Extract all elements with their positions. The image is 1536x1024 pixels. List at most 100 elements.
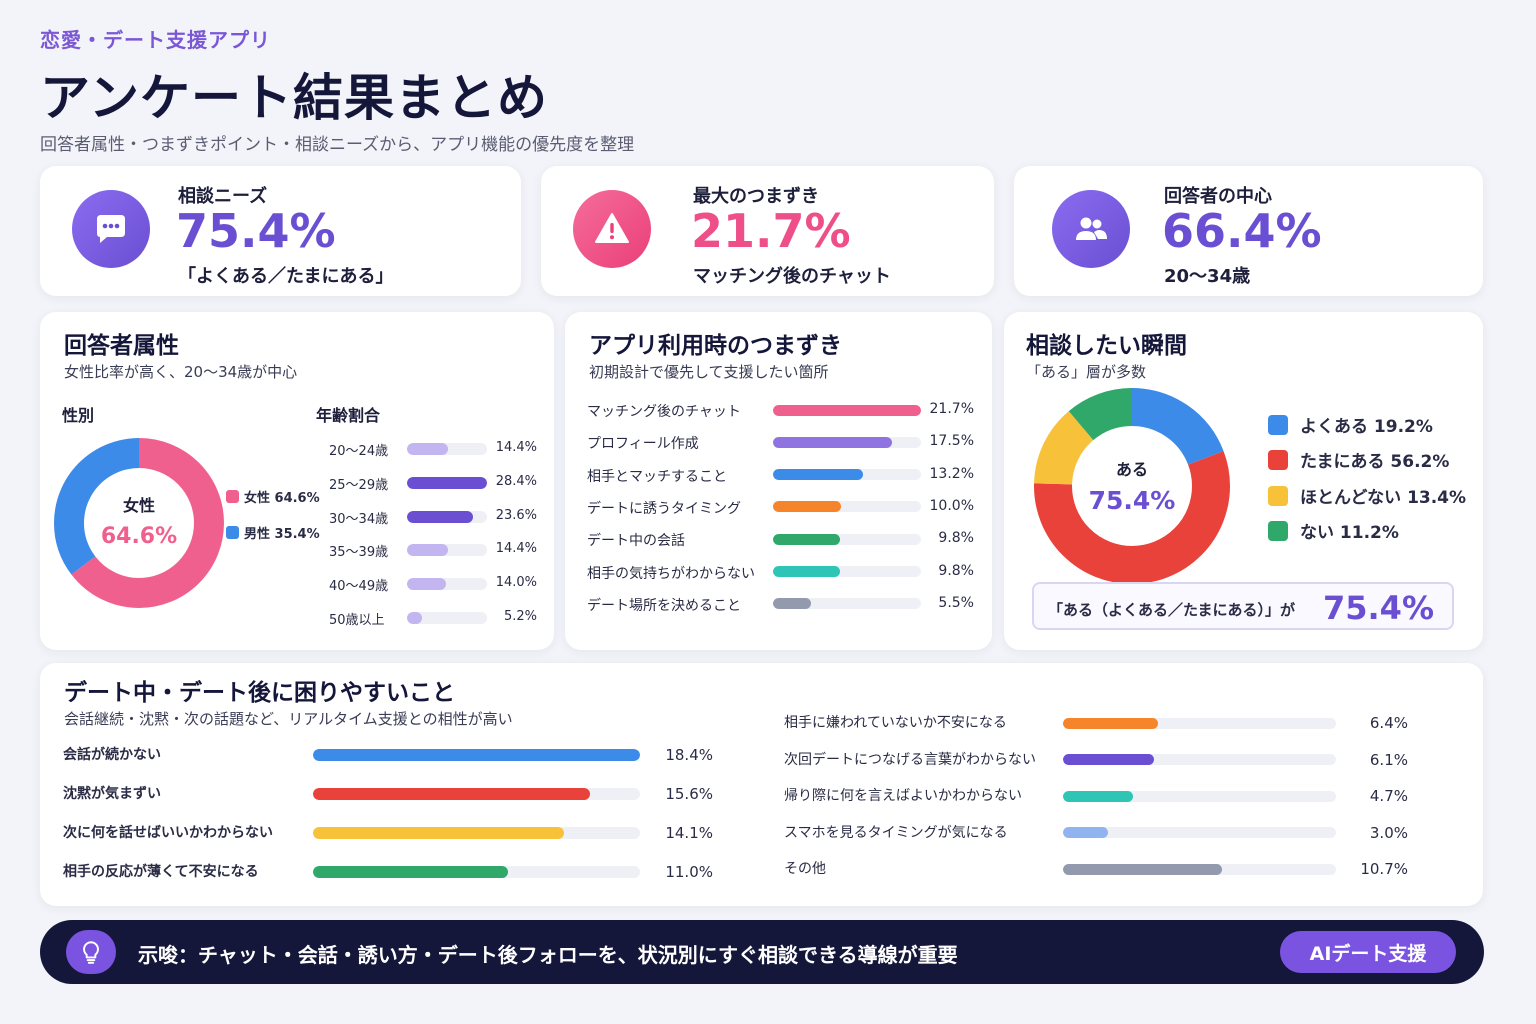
age-heading: 年齢割合 xyxy=(316,406,381,425)
bar-fill xyxy=(773,436,893,448)
bar-value: 9.8% xyxy=(938,530,974,547)
consult-donut-center: ある 75.4% xyxy=(1034,456,1230,515)
page-title: アンケート結果まとめ xyxy=(40,69,548,127)
donut-slice-ない xyxy=(1034,388,1230,584)
bar-track xyxy=(1063,717,1336,729)
bar-value: 10.0% xyxy=(929,497,974,514)
kpi-value: 21.7% xyxy=(691,204,851,258)
kpi-card-consult-need: 相談ニーズ 75.4% 「よくある／たまにある」 xyxy=(40,166,521,296)
bar-track xyxy=(407,544,487,557)
bar-fill xyxy=(407,443,448,455)
donut-slice-男性 xyxy=(54,438,224,608)
callout-value: 75.4% xyxy=(1322,589,1434,627)
bar-label: 30〜34歳 xyxy=(329,511,389,527)
gender-donut-label: 女性 xyxy=(122,496,155,515)
legend-male: 男性 35.4% xyxy=(226,523,320,542)
kpi-label: 相談ニーズ xyxy=(178,186,268,207)
kpi-value: 66.4% xyxy=(1162,204,1322,258)
consult-card: 相談したい瞬間 「ある」層が多数 ある 75.4% よくある 19.2% たまに… xyxy=(1004,312,1483,650)
legend-never: ない 11.2% xyxy=(1268,518,1399,543)
bar-value: 21.7% xyxy=(929,401,974,417)
bar-label: 沈黙が気まずい xyxy=(63,786,161,802)
bar-track xyxy=(407,443,487,455)
attributes-title: 回答者属性 xyxy=(64,333,179,359)
legend-swatch xyxy=(1268,520,1288,541)
bar-fill xyxy=(407,612,422,624)
app-eyebrow: 恋愛・デート支援アプリ xyxy=(40,28,271,52)
bar-track xyxy=(313,788,640,800)
bar-label: 35〜39歳 xyxy=(329,545,389,561)
bar-fill xyxy=(407,544,448,557)
bar-label: 40〜49歳 xyxy=(329,579,389,595)
struggles-card: アプリ利用時のつまずき 初期設計で優先して支援したい箇所 マッチング後のチャット… xyxy=(565,312,992,650)
bar-track xyxy=(313,827,640,839)
bar-label: 25〜29歳 xyxy=(329,477,389,493)
legend-sometimes: たまにある 56.2% xyxy=(1268,447,1449,472)
bar-label: デートに誘うタイミング xyxy=(587,500,741,517)
lightbulb-icon xyxy=(66,930,116,974)
kpi-label: 最大のつまずき xyxy=(693,186,819,207)
bar-track xyxy=(773,436,921,448)
bar-track xyxy=(407,578,487,591)
legend-swatch xyxy=(1268,414,1288,435)
bar-track xyxy=(313,749,640,761)
bar-track xyxy=(1063,827,1336,838)
bar-fill xyxy=(773,598,811,610)
bar-track xyxy=(1063,790,1336,802)
legend-label: ほとんどない 13.4% xyxy=(1300,488,1467,508)
bar-label: 帰り際に何を言えばよいかわからない xyxy=(784,788,1022,804)
ai-date-support-button[interactable]: AIデート支援 xyxy=(1280,931,1456,973)
bar-fill xyxy=(773,533,840,545)
bar-label: マッチング後のチャット xyxy=(587,404,741,420)
bar-track xyxy=(1063,754,1336,765)
consult-donut-chart xyxy=(1034,388,1230,584)
bar-label: 相手の気持ちがわからない xyxy=(587,565,755,582)
page-subtitle: 回答者属性・つまずきポイント・相談ニーズから、アプリ機能の優先度を整理 xyxy=(40,135,635,155)
date-trouble-title: デート中・デート後に困りやすいこと xyxy=(64,680,455,706)
bar-label: 次に何を話せばいいかわからない xyxy=(63,825,273,841)
legend-swatch xyxy=(226,490,239,503)
bar-value: 14.4% xyxy=(495,440,537,455)
bar-label: 相手の反応が薄くて不安になる xyxy=(63,864,259,880)
bar-fill xyxy=(773,501,842,513)
bar-fill xyxy=(1063,863,1222,875)
date-trouble-card: デート中・デート後に困りやすいこと 会話継続・沈黙・次の話題など、リアルタイム支… xyxy=(40,663,1483,906)
legend-often: よくある 19.2% xyxy=(1268,412,1433,437)
callout-text: 「ある（よくある／たまにある）」が xyxy=(1048,601,1296,619)
kpi-card-top-struggle: 最大のつまずき 21.7% マッチング後のチャット xyxy=(541,166,994,296)
bar-label: 20〜24歳 xyxy=(329,444,389,459)
bar-fill xyxy=(773,566,840,577)
bar-value: 6.4% xyxy=(1369,714,1408,732)
bar-fill xyxy=(1063,717,1158,729)
insight-text: 示唆：チャット・会話・誘い方・デート後フォローを、状況別にすぐ相談できる導線が重… xyxy=(138,943,958,967)
bar-label: プロフィール作成 xyxy=(587,436,699,453)
insight-footer: 示唆：チャット・会話・誘い方・デート後フォローを、状況別にすぐ相談できる導線が重… xyxy=(40,920,1484,984)
bar-value: 5.5% xyxy=(938,594,974,611)
legend-swatch xyxy=(1268,449,1288,470)
bar-track xyxy=(1063,863,1336,875)
legend-label: 女性 64.6% xyxy=(244,491,320,506)
bar-value: 18.4% xyxy=(665,746,713,764)
bar-track xyxy=(773,598,921,610)
consult-subtitle: 「ある」層が多数 xyxy=(1026,363,1147,381)
bar-label: 相手に嫌われていないか不安になる xyxy=(784,715,1007,731)
bar-label: デート場所を決めること xyxy=(587,597,741,614)
chat-bubble-icon xyxy=(72,190,150,268)
kpi-note: 「よくある／たまにある」 xyxy=(178,266,394,287)
bar-fill xyxy=(313,866,509,878)
bar-track xyxy=(773,533,921,545)
bar-fill xyxy=(773,469,864,481)
bar-value: 5.2% xyxy=(503,609,537,624)
kpi-note: 20〜34歳 xyxy=(1164,266,1251,287)
bar-track xyxy=(407,476,487,489)
struggles-title: アプリ利用時のつまずき xyxy=(589,333,842,359)
bar-value: 28.4% xyxy=(495,473,537,489)
bar-value: 15.6% xyxy=(665,785,713,803)
bar-track xyxy=(407,612,487,624)
bar-fill xyxy=(773,404,921,416)
attributes-subtitle: 女性比率が高く、20〜34歳が中心 xyxy=(64,363,298,381)
kpi-value: 75.4% xyxy=(176,204,336,258)
bar-value: 14.1% xyxy=(665,824,713,842)
bar-fill xyxy=(313,749,640,761)
gender-heading: 性別 xyxy=(62,406,95,425)
